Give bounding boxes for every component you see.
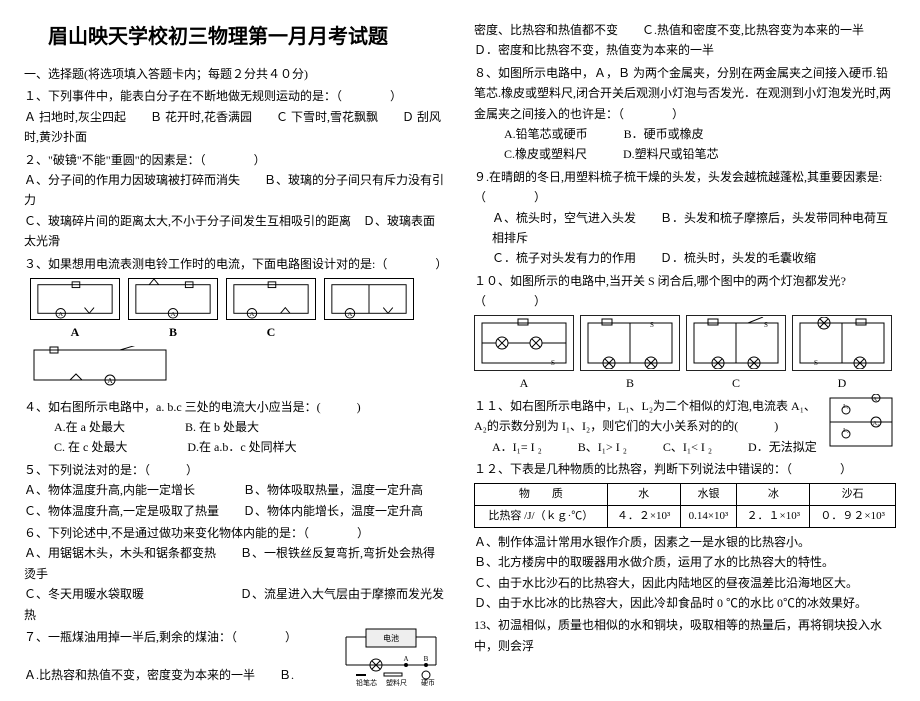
q12-stem: １２、下表是几种物质的比热容，判断下列说法中错误的：（ ） — [474, 459, 896, 479]
svg-text:A: A — [107, 377, 112, 385]
q10-circuit-d: S — [792, 315, 892, 371]
q12-a: Ａ、制作体温计常用水银作介质，因素之一是水银的比热容小。 — [474, 532, 896, 552]
q6-stem: ６、下列论述中,不是通过做功来变化物体内能的是：（ ） — [24, 523, 446, 543]
q6-opts-b: Ｃ、冬天用暖水袋取暖 Ｄ、流星进入大气层由于摩擦而发光发热 — [24, 584, 446, 625]
th5: 沙石 — [810, 484, 896, 506]
q10-label-b: B — [580, 373, 680, 393]
q3d-fig: A — [30, 346, 446, 392]
q2-stem: ２、"破镜"不能"重圆"的因素是：（ ） — [24, 150, 446, 170]
q13-stem: 13、初温相似，质量也相似的水和铜块，吸取相等的热量后，再将铜块投入水中，则会浮 — [474, 615, 896, 656]
q5-opts-a: Ａ、物体温度升高,内能一定增长 Ｂ、物体吸取热量，温度一定升高 — [24, 480, 446, 500]
c4: ２．１×10³ — [737, 506, 810, 528]
svg-text:A: A — [250, 311, 255, 318]
c2: ４．２×10³ — [607, 506, 680, 528]
q10-label-c: C — [686, 373, 786, 393]
q2-opts-a: Ａ、分子间的作用力因玻璃被打碎而消失 Ｂ、玻璃的分子间只有斥力没有引力 — [24, 170, 446, 211]
q3-circuit-b: A — [128, 278, 218, 320]
q10-labels: A B C D — [474, 373, 896, 393]
q4-opts-a: A.在 a 处最大 B. 在 b 处最大 — [54, 417, 446, 437]
svg-text:A₂: A₂ — [873, 421, 879, 427]
th3: 水银 — [680, 484, 737, 506]
q11-figure: L₁ L₂ A₂ A₁ — [826, 394, 896, 450]
q6-opts-a: Ａ、用锯锯木头，木头和锯条都变热 Ｂ、一根铁丝反复弯折,弯折处会热得烫手 — [24, 543, 446, 584]
q3-circuits: A A A A — [30, 278, 446, 320]
page-title: 眉山映天学校初三物理第一月月考试题 — [48, 20, 446, 54]
th1: 物 质 — [475, 484, 608, 506]
q10-circuits: S S S S — [474, 315, 896, 371]
q9-opts-b: Ｃ．梳子对头发有力的作用 Ｄ．梳头时，头发的毛囊收缩 — [492, 248, 896, 268]
q12-d: Ｄ、由于水比冰的比热容大，因此冷却食品时 0 ℃的水比 0℃的冰效果好。 — [474, 593, 896, 613]
q8-opts-b: C.橡皮或塑料尺 D.塑料尺或铅笔芯 — [504, 144, 896, 164]
svg-text:电池: 电池 — [383, 633, 399, 643]
q7-cont: 密度、比热容和热值都不变 Ｃ.热值和密度不变,比热容变为本来的一半 Ｄ．密度和比… — [474, 20, 896, 61]
left-column: 眉山映天学校初三物理第一月月考试题 一、选择题(将选项填入答题卡内；每题２分共４… — [24, 20, 446, 701]
label-a: A — [30, 322, 120, 342]
q9-stem: ９.在晴朗的冬日,用塑料梳子梳干燥的头发，头发会越梳越蓬松,其重要因素是:（ ） — [474, 167, 896, 208]
svg-text:A: A — [348, 311, 353, 318]
q3-circuit-c: A — [226, 278, 316, 320]
q10-label-a: A — [474, 373, 574, 393]
q12-b: Ｂ、北方楼房中的取暖器用水做介质，运用了水的比热容大的特性。 — [474, 552, 896, 572]
q10-circuit-a: S — [474, 315, 574, 371]
q1-opts: Ａ 扫地时,灰尘四起 Ｂ 花开时,花香满园 Ｃ 下雪时,雪花飘飘 Ｄ 刮风时,黄… — [24, 107, 446, 148]
q5-stem: ５、下列说法对的是：（ ） — [24, 460, 446, 480]
label-b: B — [128, 322, 218, 342]
q10-circuit-c: S — [686, 315, 786, 371]
q3-labels: A B C D — [30, 322, 446, 342]
q12-c: Ｃ、由于水比沙石的比热容大，因此内陆地区的昼夜温差比沿海地区大。 — [474, 573, 896, 593]
svg-text:S: S — [650, 321, 654, 329]
q9-opts-a: Ａ、梳头时，空气进入头发 Ｂ．头发和梳子摩擦后，头发带同种电荷互相排斥 — [492, 208, 896, 249]
svg-text:L₂: L₂ — [843, 428, 849, 434]
q10-label-d: D — [792, 373, 892, 393]
q8-opts-a: A.铅笔芯或硬币 B．硬币或橡皮 — [504, 124, 896, 144]
right-column: 密度、比热容和热值都不变 Ｃ.热值和密度不变,比热容变为本来的一半 Ｄ．密度和比… — [474, 20, 896, 701]
svg-text:S: S — [764, 321, 768, 329]
q2-opts-b: Ｃ、玻璃碎片间的距离太大,不小于分子间发生互相吸引的距离 Ｄ、玻璃表面太光滑 — [24, 211, 446, 252]
q10-stem: １０、如图所示的电路中,当开关 S 闭合后,哪个图中的两个灯泡都发光?（ ） — [474, 271, 896, 312]
q5-opts-b: Ｃ、物体温度升高,一定是吸取了热量 Ｄ、物体内能增长，温度一定升高 — [24, 501, 446, 521]
section1-heading: 一、选择题(将选项填入答题卡内；每题２分共４０分) — [24, 64, 446, 84]
q3-circuit-d: A — [324, 278, 414, 320]
q10-circuit-b: S — [580, 315, 680, 371]
svg-text:A₁: A₁ — [873, 397, 879, 403]
th4: 冰 — [737, 484, 810, 506]
q4-opts-b: C. 在 c 处最大 D.在 a.b．c 处同样大 — [54, 437, 446, 457]
svg-text:L₁: L₁ — [843, 404, 849, 410]
c5: ０．９２×10³ — [810, 506, 896, 528]
label-c: C — [226, 322, 316, 342]
c3: 0.14×10³ — [680, 506, 737, 528]
svg-text:A: A — [171, 311, 176, 318]
q1-stem: １、下列事件中，能表白分子在不断地做无规则运动的是：（ ） — [24, 86, 446, 106]
svg-text:A: A — [58, 311, 63, 318]
svg-text:A: A — [403, 655, 408, 663]
svg-text:S: S — [814, 359, 818, 367]
q4-stem: ４、如右图所示电路中，a. b.c 三处的电流大小应当是：( ) — [24, 397, 446, 417]
svg-text:S: S — [551, 359, 555, 367]
q12-table: 物 质 水 水银 冰 沙石 比热容 /J/（ｋｇ·℃） ４．２×10³ 0.14… — [474, 483, 896, 527]
th2: 水 — [607, 484, 680, 506]
q3-circuit-a: A — [30, 278, 120, 320]
q8-stem: ８、如图所示电路中，Ａ，Ｂ 为两个金属夹，分别在两金属夹之间接入硬币.铅笔芯.橡… — [474, 63, 896, 124]
r1: 比热容 /J/（ｋｇ·℃） — [475, 506, 608, 528]
q3-stem: ３、如果想用电流表测电铃工作时的电流，下面电路图设计对的是:（ ） — [24, 254, 446, 274]
svg-text:塑料尺: 塑料尺 — [386, 678, 407, 687]
svg-text:硬币: 硬币 — [421, 679, 435, 687]
svg-text:铅笔芯: 铅笔芯 — [356, 678, 377, 687]
svg-text:B: B — [424, 655, 429, 663]
q7-figure: 电池 A B 铅笔芯 塑料尺 硬币 — [336, 625, 446, 701]
